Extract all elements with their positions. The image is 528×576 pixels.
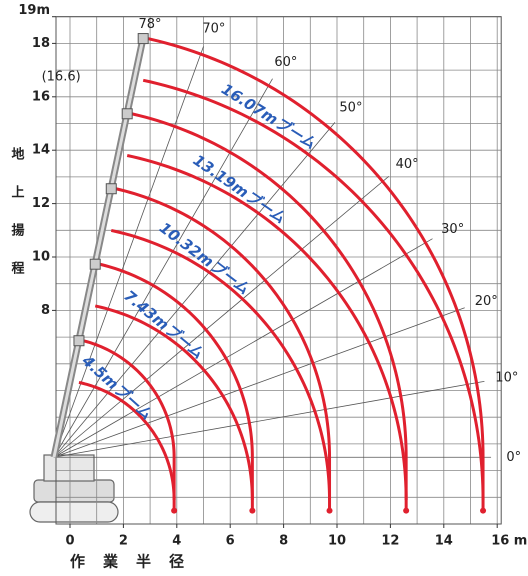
- angle-label: 40°: [396, 157, 419, 172]
- y-axis-title-char: 揚: [11, 223, 24, 239]
- y-tick-label: 19m: [18, 3, 50, 18]
- hook: [171, 507, 178, 514]
- y-tick-label: 18: [32, 36, 50, 51]
- crane-turret: [43, 454, 95, 482]
- x-tick-label: 6: [226, 534, 235, 549]
- crane-cab: [33, 479, 115, 503]
- boom-hook-arc: [142, 78, 485, 500]
- angle-line: [53, 78, 273, 458]
- x-tick-label: 4: [172, 534, 181, 549]
- plot-frame: [55, 16, 502, 525]
- boom-head: [105, 183, 117, 195]
- angle-label: 70°: [202, 21, 225, 36]
- angle-line: [53, 46, 204, 458]
- y-axis-title-char: 地: [11, 147, 24, 163]
- angle-label: 60°: [274, 55, 297, 70]
- angle-label: 20°: [475, 294, 498, 309]
- boom-shaft-edge: [52, 37, 145, 458]
- y-tick-label: 16: [32, 89, 50, 104]
- angle-label: 10°: [495, 371, 518, 386]
- angle-line: [53, 307, 465, 458]
- x-tick-label: 14: [435, 534, 453, 549]
- x-tick-label: 10: [328, 534, 346, 549]
- angle-label: 30°: [441, 222, 464, 237]
- angle-line: [53, 175, 390, 458]
- hook: [249, 507, 256, 514]
- x-tick-label: 12: [381, 534, 399, 549]
- boom-head: [73, 335, 85, 347]
- boom-label: 7.43mブーム: [120, 287, 206, 363]
- hook: [403, 507, 410, 514]
- x-tick-label: 2: [119, 534, 128, 549]
- angle-line: [53, 380, 485, 458]
- boom-head: [121, 108, 133, 120]
- angle-line: [53, 238, 433, 458]
- boom-label: 13.19mブーム: [190, 151, 289, 227]
- hook: [480, 507, 487, 514]
- y-axis-title-char: 上: [11, 186, 24, 201]
- boom-head: [137, 33, 149, 45]
- angle-label: 78°: [138, 17, 161, 32]
- x-axis-title: 作業半径: [70, 553, 202, 571]
- y-tick-label: 12: [32, 196, 50, 211]
- angle-line: [53, 122, 336, 458]
- angle-label: 0°: [506, 450, 521, 465]
- y-tick-label: 14: [32, 143, 50, 158]
- boom-hook-arc: [126, 154, 408, 500]
- boom-head: [89, 258, 101, 270]
- y-tick-label: 10: [32, 250, 50, 265]
- y-axis-title-char: 程: [11, 262, 24, 277]
- boom-tip-arc: [126, 111, 408, 458]
- crane-body: [29, 454, 119, 523]
- angle-label: 50°: [339, 101, 362, 116]
- annotation: (16.6): [42, 69, 81, 84]
- x-tick-label: 8: [279, 534, 288, 549]
- boom-tip-arc: [142, 36, 485, 458]
- boom-hook-arc: [78, 380, 176, 500]
- boom-label: 16.07mブーム: [218, 80, 319, 153]
- boom-label: 4.5mブーム: [78, 351, 155, 423]
- boom-tip-arc: [78, 338, 176, 458]
- crane-track: [29, 501, 119, 523]
- boom-tip-arc: [94, 261, 254, 458]
- boom-hook-arc: [94, 304, 254, 500]
- y-tick-label: 8: [41, 303, 50, 318]
- hook: [326, 507, 333, 514]
- boom-hook-arc: [110, 228, 332, 500]
- x-tick-label: 16 m: [491, 534, 527, 549]
- x-tick-label: 0: [65, 534, 74, 549]
- boom-tip-arc: [110, 186, 332, 458]
